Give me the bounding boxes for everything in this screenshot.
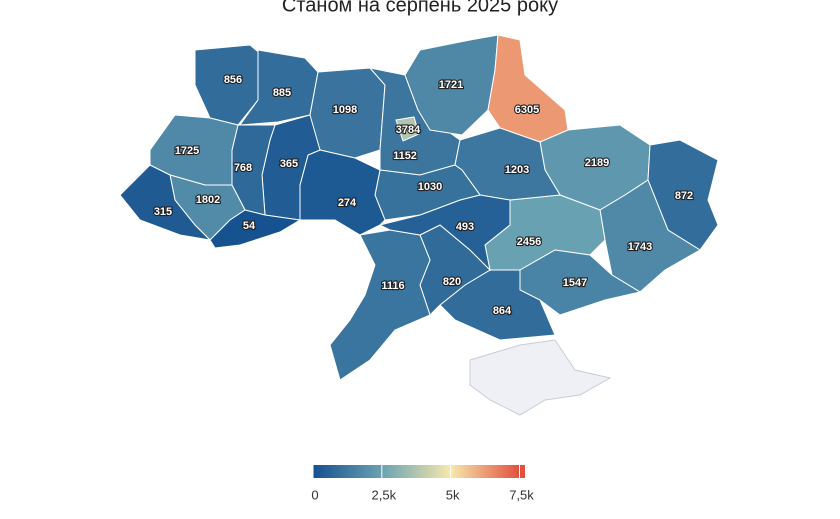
region-value-label: 2456 <box>517 236 541 248</box>
title: Станом на серпень 2025 року <box>282 0 558 16</box>
region-value-label: 1547 <box>563 277 587 289</box>
region-value-label: 365 <box>280 158 298 170</box>
region <box>209 209 302 249</box>
region <box>395 116 420 142</box>
region <box>194 44 263 126</box>
region-value-label: 315 <box>154 206 172 218</box>
region-value-label: 820 <box>443 276 461 288</box>
region <box>329 229 431 381</box>
colorbar-tick-label: 7,5k <box>509 487 534 502</box>
crimea <box>469 339 612 416</box>
region <box>299 149 386 236</box>
region-value-label: 1743 <box>628 241 652 253</box>
region-value-label: 1725 <box>175 145 199 157</box>
region <box>439 269 556 341</box>
region <box>119 164 212 241</box>
region-value-label: 768 <box>234 162 252 174</box>
region-value-label: 864 <box>493 305 512 317</box>
region-value-label: 2189 <box>585 157 609 169</box>
region-value-label: 1098 <box>333 104 357 116</box>
region-value-label: 3784 <box>396 124 421 136</box>
colorbar-tick-label: 2,5k <box>372 487 397 502</box>
region-value-label: 1116 <box>381 280 404 292</box>
region-value-label: 493 <box>456 221 474 233</box>
colorbar-tick-label: 5k <box>446 487 460 502</box>
region <box>238 49 319 126</box>
colorbar-tick-label: 0 <box>311 487 318 502</box>
region <box>487 34 569 143</box>
region-value-label: 872 <box>675 190 693 202</box>
region-value-label: 1030 <box>418 181 442 193</box>
region-value-label: 1203 <box>505 164 529 176</box>
region-value-label: 274 <box>338 197 357 209</box>
region-value-label: 1721 <box>439 79 463 91</box>
region-value-label: 1152 <box>393 150 417 162</box>
colorbar <box>313 465 525 478</box>
region-value-label: 856 <box>224 74 242 86</box>
region-value-label: 54 <box>243 220 256 232</box>
region-value-label: 885 <box>273 87 291 99</box>
region-value-label: 1802 <box>196 194 220 206</box>
region-value-label: 6305 <box>515 104 539 116</box>
